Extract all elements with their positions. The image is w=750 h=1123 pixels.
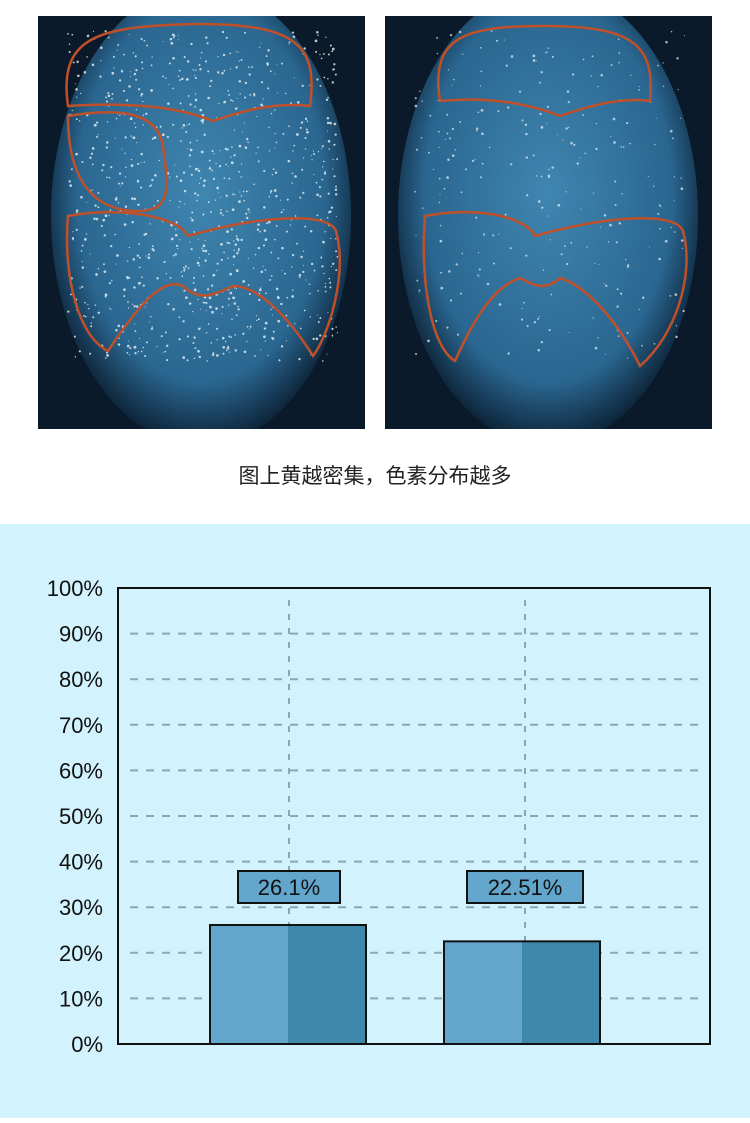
bar-right-half [288, 924, 366, 1044]
y-tick-label: 0% [71, 1032, 103, 1057]
y-tick-label: 20% [59, 941, 103, 966]
y-tick-label: 90% [59, 622, 103, 647]
y-tick-label: 30% [59, 895, 103, 920]
face-photo-before [38, 16, 365, 429]
data-label: 22.51% [488, 875, 563, 900]
cheek-outline [65, 210, 341, 359]
y-tick-label: 70% [59, 713, 103, 738]
face-image [398, 16, 698, 429]
plot-frame [117, 587, 711, 1045]
data-label-box [466, 870, 584, 904]
caption: 图上黄越密集，色素分布越多 [238, 464, 512, 488]
bar-chart: 0% 10% 20% 30% 40% 50% 60% 70% 80% 90% 100% 26.1% 22… [47, 576, 711, 1057]
data-label: 26.1% [258, 875, 320, 900]
face-photo-after [385, 16, 712, 429]
bar-left-half [210, 924, 288, 1044]
y-tick-label: 60% [59, 758, 103, 783]
y-tick-label: 100% [47, 576, 103, 601]
y-tick-label: 10% [59, 986, 103, 1011]
chart-panel: 0% 10% 20% 30% 40% 50% 60% 70% 80% 90% 100% 26.1% 22… [0, 524, 750, 1118]
y-tick-label: 80% [59, 667, 103, 692]
data-label-box [237, 870, 341, 904]
face-image [51, 16, 351, 429]
cheek-outline [422, 210, 688, 368]
y-tick-label: 50% [59, 804, 103, 829]
bar-right-half [522, 941, 600, 1044]
bar-left-half [444, 941, 522, 1044]
y-tick-label: 40% [59, 850, 103, 875]
forehead-outline [65, 22, 313, 123]
